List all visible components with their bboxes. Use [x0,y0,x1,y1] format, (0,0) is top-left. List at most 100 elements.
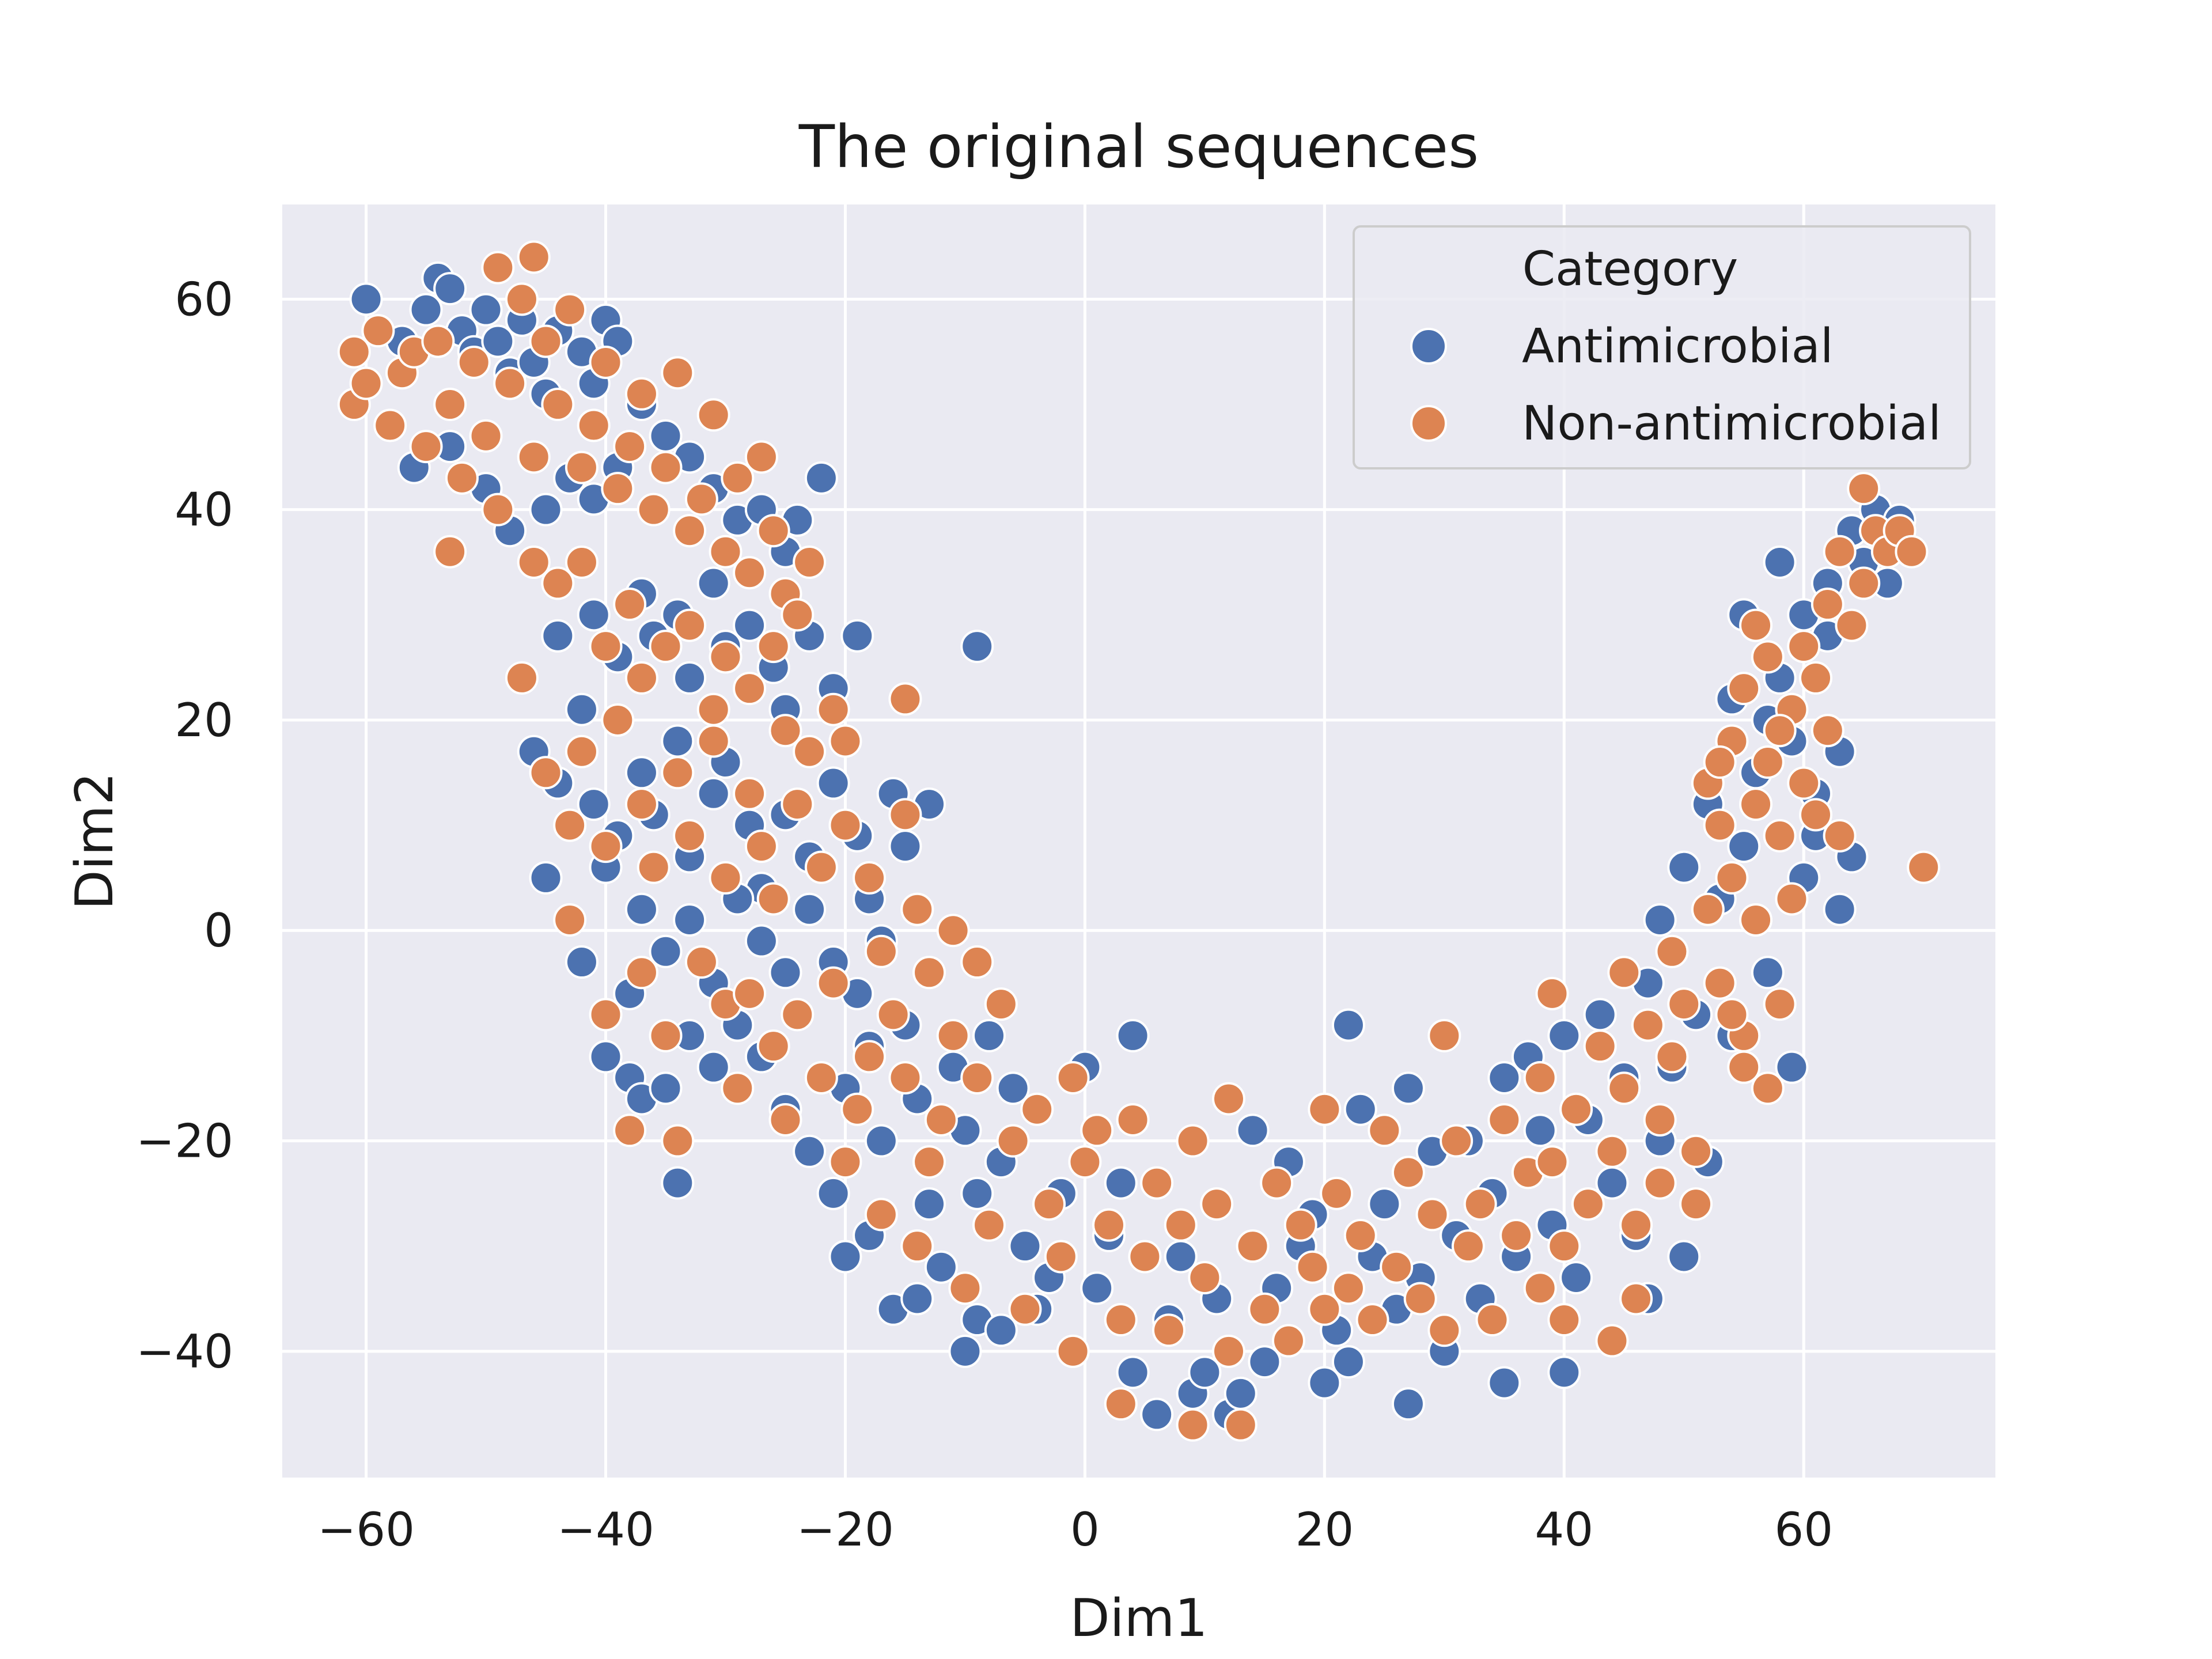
point-non-antimicrobial [696,692,730,726]
y-tick-label: 60 [175,272,233,326]
point-non-antimicrobial [1152,1313,1185,1347]
point-non-antimicrobial [1703,808,1737,842]
point-non-antimicrobial [1643,1166,1677,1200]
point-non-antimicrobial [624,787,658,821]
point-non-antimicrobial [1655,1040,1689,1074]
point-antimicrobial [624,892,658,926]
chart-title: The original sequences [798,113,1479,181]
point-non-antimicrobial [864,1198,898,1232]
point-antimicrobial [529,493,563,527]
point-non-antimicrobial [361,314,395,348]
point-antimicrobial [1343,1092,1377,1126]
point-antimicrobial [1116,1018,1150,1052]
point-antimicrobial [1643,903,1677,937]
point-non-antimicrobial [673,514,707,548]
point-non-antimicrobial [1224,1408,1257,1442]
point-non-antimicrobial [1739,903,1773,937]
point-non-antimicrobial [733,672,767,706]
x-tick-label: 20 [1295,1503,1354,1556]
point-antimicrobial [1667,1240,1701,1274]
point-antimicrobial [661,724,695,758]
point-non-antimicrobial [517,545,551,579]
point-antimicrobial [649,934,683,968]
point-non-antimicrobial [709,861,743,895]
point-non-antimicrobial [744,440,778,474]
point-antimicrobial [661,1166,695,1200]
y-tick-label: −40 [136,1325,233,1378]
point-non-antimicrobial [1044,1240,1078,1274]
y-tick-label: 0 [204,904,233,957]
point-non-antimicrobial [517,240,551,274]
point-non-antimicrobial [816,692,850,726]
point-non-antimicrobial [1763,819,1797,853]
point-non-antimicrobial [1128,1240,1162,1274]
point-non-antimicrobial [1763,987,1797,1021]
point-non-antimicrobial [864,934,898,968]
point-antimicrobial [960,630,994,664]
point-antimicrobial [1188,1355,1222,1389]
point-non-antimicrobial [1451,1229,1485,1263]
point-non-antimicrobial [721,1071,755,1105]
point-antimicrobial [744,924,778,958]
legend: Category Antimicrobial Non-antimicrobial [1353,225,1971,469]
point-antimicrobial [768,956,802,990]
point-non-antimicrobial [493,366,527,400]
point-non-antimicrobial [649,450,683,484]
point-non-antimicrobial [1535,1145,1569,1179]
point-non-antimicrobial [1810,714,1844,748]
legend-box [1353,225,1971,469]
point-non-antimicrobial [589,830,623,863]
point-non-antimicrobial [589,630,623,664]
point-non-antimicrobial [649,630,683,664]
point-non-antimicrobial [853,1040,887,1074]
point-non-antimicrobial [517,440,551,474]
point-antimicrobial [1547,1355,1581,1389]
point-non-antimicrobial [793,545,827,579]
point-non-antimicrobial [948,1271,982,1305]
point-non-antimicrobial [433,388,467,422]
point-non-antimicrobial [505,661,539,695]
point-non-antimicrobial [1823,819,1857,853]
point-non-antimicrobial [373,408,407,442]
point-antimicrobial [565,945,599,979]
point-non-antimicrobial [1236,1229,1270,1263]
y-tick-labels: −40 −20 0 20 40 60 [136,272,233,1378]
point-non-antimicrobial [1631,1008,1665,1042]
point-non-antimicrobial [1847,472,1881,506]
point-non-antimicrobial [1188,1260,1222,1294]
point-non-antimicrobial [840,1092,874,1126]
point-antimicrobial [1583,998,1617,1032]
point-non-antimicrobial [1200,1187,1234,1221]
point-non-antimicrobial [673,819,707,853]
legend-title: Category [1522,242,1738,297]
legend-marker-antimicrobial [1410,328,1447,365]
point-antimicrobial [1775,1050,1809,1084]
y-tick-label: −20 [136,1115,233,1168]
point-non-antimicrobial [1703,745,1737,779]
point-non-antimicrobial [337,335,371,369]
point-non-antimicrobial [1116,1103,1150,1137]
point-antimicrobial [912,1187,946,1221]
point-antimicrobial [793,892,827,926]
point-non-antimicrobial [1799,661,1833,695]
x-tick-label: −20 [797,1503,894,1556]
point-non-antimicrobial [1739,787,1773,821]
point-non-antimicrobial [1032,1187,1066,1221]
point-non-antimicrobial [888,1060,922,1094]
point-non-antimicrobial [1655,934,1689,968]
point-non-antimicrobial [816,966,850,1000]
point-antimicrobial [1751,956,1785,990]
point-antimicrobial [1763,545,1797,579]
point-non-antimicrobial [1727,672,1761,706]
point-non-antimicrobial [613,1113,647,1147]
point-non-antimicrobial [649,1018,683,1052]
point-non-antimicrobial [1176,1124,1210,1158]
x-tick-label: −40 [557,1503,654,1556]
y-axis-label: Dim2 [65,772,125,910]
point-non-antimicrobial [828,808,862,842]
point-antimicrobial [1104,1166,1138,1200]
point-non-antimicrobial [1559,1092,1593,1126]
point-antimicrobial [960,1176,994,1210]
point-non-antimicrobial [781,998,815,1032]
